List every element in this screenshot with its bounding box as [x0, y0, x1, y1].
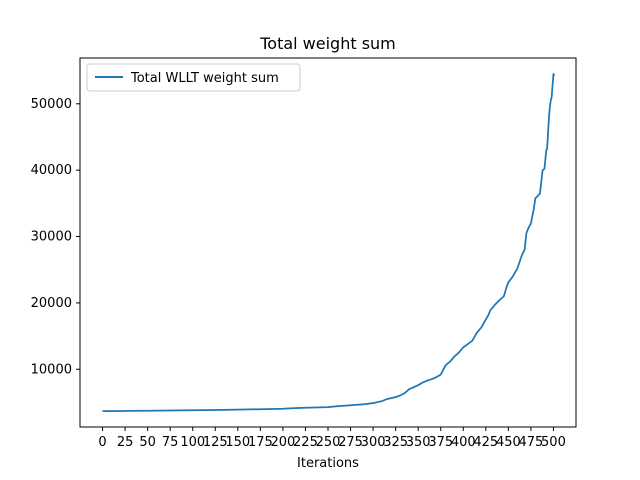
y-tick-label: 40000: [31, 163, 72, 178]
x-tick-label: 100: [180, 435, 205, 450]
x-tick-label: 0: [98, 435, 106, 450]
x-tick-label: 500: [541, 435, 566, 450]
x-tick-label: 75: [162, 435, 179, 450]
y-tick-label: 30000: [31, 230, 72, 245]
x-tick-label: 425: [473, 435, 498, 450]
y-tick-label: 50000: [31, 97, 72, 112]
y-axis-ticks: 10000 20000 30000 40000 50000: [31, 97, 80, 377]
x-tick-label: 150: [225, 435, 250, 450]
series-layer: [102, 73, 556, 412]
x-tick-label: 300: [361, 435, 386, 450]
series-line: [102, 73, 556, 412]
chart-title: Total weight sum: [259, 34, 396, 53]
x-tick-label: 350: [406, 435, 431, 450]
x-tick-label: 175: [248, 435, 273, 450]
legend-box: [86, 63, 301, 92]
x-tick-label: 225: [293, 435, 318, 450]
plot-frame: [79, 57, 577, 428]
x-tick-label: 375: [428, 435, 453, 450]
legend-label: Total WLLT weight sum: [130, 71, 279, 86]
x-tick-label: 275: [338, 435, 363, 450]
x-tick-label: 50: [139, 435, 156, 450]
x-axis-label: Iterations: [297, 456, 359, 471]
x-tick-label: 450: [496, 435, 521, 450]
x-tick-label: 200: [270, 435, 295, 450]
legend: Total WLLT weight sum: [86, 63, 301, 92]
y-tick-label: 20000: [31, 296, 72, 311]
x-tick-label: 475: [518, 435, 543, 450]
x-tick-label: 325: [383, 435, 408, 450]
x-axis-ticks: 0 25 50 75 100125150175200225250275300325350…: [98, 427, 566, 450]
x-tick-label: 400: [451, 435, 476, 450]
y-tick-label: 10000: [31, 362, 72, 377]
x-tick-label: 25: [117, 435, 134, 450]
x-tick-label: 250: [316, 435, 341, 450]
x-tick-label: 125: [203, 435, 228, 450]
